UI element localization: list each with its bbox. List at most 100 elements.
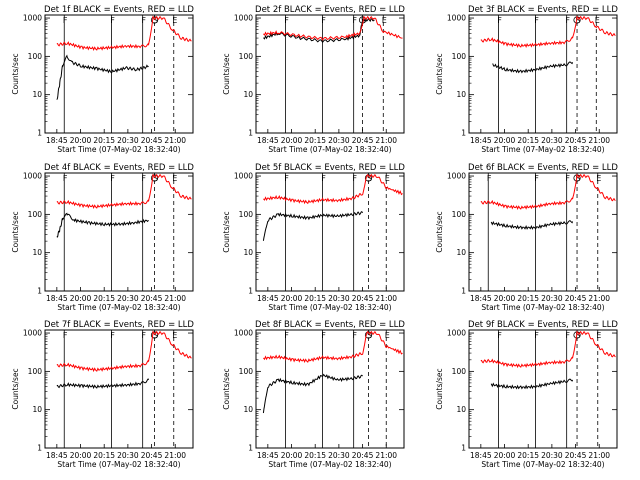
plot-frame xyxy=(468,329,618,449)
series-lld-line xyxy=(56,173,192,209)
x-tick-label: 20:30 xyxy=(541,294,563,303)
marker-label: F xyxy=(497,16,502,25)
x-tick-label: 20:45 xyxy=(565,451,587,460)
y-tick-label: 10 xyxy=(32,248,42,257)
y-tick-label: 1000 xyxy=(447,329,466,338)
y-axis-label: Counts/sec xyxy=(435,211,444,252)
marker-label: S xyxy=(153,174,158,183)
y-tick-label: 100 xyxy=(28,210,43,219)
series-lld-line xyxy=(263,15,403,41)
series-events-line xyxy=(490,220,574,230)
x-tick-label: 18:45 xyxy=(46,294,68,303)
y-tick-label: 1 xyxy=(37,129,42,138)
x-tick-label: 20:45 xyxy=(565,294,587,303)
panel-title: Det 9f BLACK = Events, RED = LLD xyxy=(468,320,618,330)
x-tick-label: 18:45 xyxy=(46,451,68,460)
plot-frame xyxy=(468,172,618,292)
marker-label: F xyxy=(284,16,289,25)
x-tick-label: 20:45 xyxy=(141,136,163,145)
y-tick-label: 1 xyxy=(461,444,466,453)
marker-label: S xyxy=(576,331,581,340)
x-tick-label: 20:00 xyxy=(281,294,303,303)
x-tick-label: 21:00 xyxy=(164,294,186,303)
panel-title: Det 7f BLACK = Events, RED = LLD xyxy=(44,320,194,330)
marker-label: F xyxy=(141,331,146,340)
y-axis-label: Counts/sec xyxy=(11,211,20,252)
marker-label: F xyxy=(565,16,570,25)
y-tick-label: 1 xyxy=(461,129,466,138)
y-tick-label: 100 xyxy=(239,367,254,376)
x-tick-label: 20:30 xyxy=(328,136,350,145)
series-lld-line xyxy=(263,330,403,364)
series-lld-line xyxy=(480,173,616,210)
x-tick-label: 20:15 xyxy=(304,451,326,460)
panel-title: Det 8f BLACK = Events, RED = LLD xyxy=(255,320,405,330)
x-tick-label: 21:00 xyxy=(588,136,610,145)
marker-label: E xyxy=(596,174,601,183)
marker-label: E xyxy=(385,174,390,183)
series-events-line xyxy=(56,212,149,238)
x-tick-label: 20:30 xyxy=(328,451,350,460)
x-tick-label: 18:45 xyxy=(46,136,68,145)
series-events-line xyxy=(56,378,150,390)
x-tick-label: 21:00 xyxy=(375,294,397,303)
y-axis-label: Counts/sec xyxy=(222,211,231,252)
x-tick-label: 20:15 xyxy=(304,294,326,303)
y-tick-label: 10 xyxy=(456,248,466,257)
marker-label: F xyxy=(110,174,115,183)
x-tick-label: 20:00 xyxy=(70,136,92,145)
marker-label: F xyxy=(284,331,289,340)
y-tick-label: 1 xyxy=(37,444,42,453)
series-events-line xyxy=(490,378,574,390)
marker-label: F xyxy=(534,174,539,183)
marker-label: F xyxy=(352,16,357,25)
marker-label: F xyxy=(110,331,115,340)
marker-label: S xyxy=(576,16,581,25)
x-axis-label: Start Time (07-May-02 18:32:40) xyxy=(268,145,391,154)
marker-label: E xyxy=(595,16,600,25)
marker-label: E xyxy=(596,331,601,340)
y-tick-label: 1 xyxy=(248,444,253,453)
marker-label: F xyxy=(565,331,570,340)
panel-title: Det 5f BLACK = Events, RED = LLD xyxy=(255,163,405,173)
plot-frame xyxy=(255,329,405,449)
x-tick-label: 20:45 xyxy=(352,451,374,460)
y-tick-label: 100 xyxy=(28,52,43,61)
x-tick-label: 21:00 xyxy=(375,136,397,145)
panel-title: Det 6f BLACK = Events, RED = LLD xyxy=(468,163,618,173)
y-tick-label: 100 xyxy=(28,367,43,376)
y-tick-label: 1000 xyxy=(23,14,42,23)
marker-label: S xyxy=(367,331,372,340)
x-tick-label: 20:15 xyxy=(517,294,539,303)
x-tick-label: 20:45 xyxy=(141,451,163,460)
marker-label: F xyxy=(284,174,289,183)
panel-title: Det 1f BLACK = Events, RED = LLD xyxy=(44,5,194,15)
marker-label: F xyxy=(110,16,115,25)
y-tick-label: 1 xyxy=(461,287,466,296)
marker-label: E xyxy=(385,331,390,340)
x-axis-label: Start Time (07-May-02 18:32:40) xyxy=(481,145,604,154)
series-lld-line xyxy=(263,173,403,205)
y-tick-label: 1000 xyxy=(234,172,253,181)
y-tick-label: 10 xyxy=(456,90,466,99)
x-tick-label: 18:45 xyxy=(257,294,279,303)
x-axis-label: Start Time (07-May-02 18:32:40) xyxy=(268,303,391,312)
marker-label: F xyxy=(63,16,68,25)
x-tick-label: 20:15 xyxy=(517,136,539,145)
panel-title: Det 2f BLACK = Events, RED = LLD xyxy=(255,5,405,15)
y-tick-label: 100 xyxy=(239,210,254,219)
marker-label: S xyxy=(576,174,581,183)
x-tick-label: 20:15 xyxy=(93,136,115,145)
x-tick-label: 21:00 xyxy=(375,451,397,460)
plot-frame xyxy=(468,14,618,134)
marker-label: F xyxy=(321,174,326,183)
x-tick-label: 20:30 xyxy=(328,294,350,303)
x-tick-label: 20:15 xyxy=(93,451,115,460)
marker-label: E xyxy=(172,174,177,183)
x-tick-label: 20:00 xyxy=(281,136,303,145)
y-tick-label: 1000 xyxy=(234,329,253,338)
